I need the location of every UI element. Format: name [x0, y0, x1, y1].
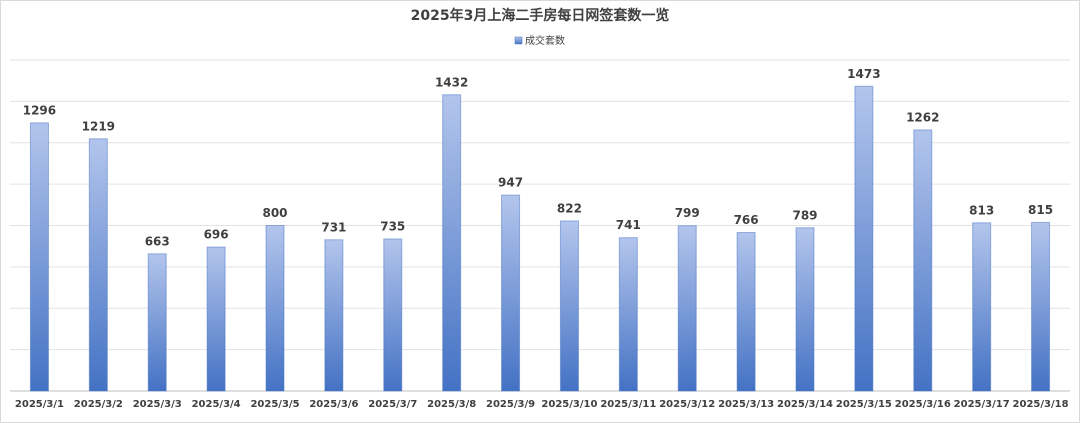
data-label: 947	[498, 176, 523, 190]
x-tick-label: 2025/3/2	[74, 399, 123, 410]
bar	[795, 227, 815, 392]
bar	[206, 246, 226, 392]
bar	[88, 138, 108, 392]
data-label: 766	[734, 213, 759, 227]
data-label: 800	[262, 206, 287, 220]
legend-swatch	[514, 36, 523, 45]
data-label: 815	[1028, 203, 1053, 217]
bar	[913, 129, 933, 392]
bar	[147, 253, 167, 392]
bar	[29, 122, 49, 392]
data-label: 741	[616, 218, 641, 232]
x-tick-label: 2025/3/16	[895, 399, 951, 410]
data-label: 789	[792, 208, 817, 222]
bar	[383, 238, 403, 392]
x-tick-label: 2025/3/18	[1013, 399, 1069, 410]
legend: 成交套数	[514, 34, 565, 47]
x-tick-label: 2025/3/14	[777, 399, 833, 410]
x-tick-label: 2025/3/9	[486, 399, 535, 410]
bar	[677, 225, 697, 392]
bar	[972, 222, 992, 392]
data-label: 799	[675, 206, 700, 220]
x-tick-label: 2025/3/3	[133, 399, 182, 410]
legend-label: 成交套数	[525, 34, 565, 47]
bar	[854, 85, 874, 392]
chart-title: 2025年3月上海二手房每日网签套数一览	[411, 7, 670, 24]
x-tick-label: 2025/3/7	[368, 399, 417, 410]
x-tick-label: 2025/3/10	[541, 399, 597, 410]
bar	[1031, 221, 1051, 392]
data-label: 696	[204, 228, 229, 242]
x-tick-label: 2025/3/17	[954, 399, 1010, 410]
data-label: 1262	[906, 110, 939, 124]
x-tick-label: 2025/3/8	[427, 399, 476, 410]
data-label: 813	[969, 203, 994, 217]
bar	[501, 194, 521, 392]
x-tick-label: 2025/3/12	[659, 399, 715, 410]
bar	[736, 232, 756, 392]
x-tick-label: 2025/3/15	[836, 399, 892, 410]
x-tick-label: 2025/3/4	[192, 399, 241, 410]
x-tick-label: 2025/3/1	[15, 399, 64, 410]
data-label: 663	[145, 234, 170, 248]
data-label: 1473	[847, 67, 880, 81]
data-label: 1219	[82, 119, 115, 133]
x-tick-label: 2025/3/5	[250, 399, 299, 410]
bar	[618, 237, 638, 392]
x-tick-label: 2025/3/13	[718, 399, 774, 410]
x-tick-label: 2025/3/11	[600, 399, 656, 410]
data-label: 731	[321, 220, 346, 234]
data-label: 1432	[435, 75, 468, 89]
bar	[324, 239, 344, 392]
bar	[442, 94, 462, 392]
data-label: 822	[557, 201, 582, 215]
bar	[559, 220, 579, 392]
data-label: 735	[380, 219, 405, 233]
bar	[265, 225, 285, 392]
x-tick-label: 2025/3/6	[309, 399, 358, 410]
data-label: 1296	[23, 103, 56, 117]
